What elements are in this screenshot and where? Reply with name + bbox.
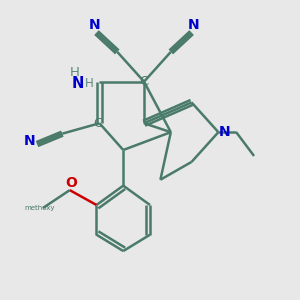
Text: N: N bbox=[72, 76, 84, 91]
Text: O: O bbox=[65, 176, 77, 190]
Text: N: N bbox=[89, 18, 101, 32]
Text: C: C bbox=[140, 75, 149, 88]
Text: methoxy: methoxy bbox=[25, 205, 55, 211]
Text: H: H bbox=[85, 76, 93, 90]
Text: H: H bbox=[69, 66, 79, 79]
Text: N: N bbox=[24, 134, 35, 148]
Text: C: C bbox=[93, 117, 103, 130]
Text: N: N bbox=[218, 124, 230, 139]
Text: N: N bbox=[187, 18, 199, 32]
